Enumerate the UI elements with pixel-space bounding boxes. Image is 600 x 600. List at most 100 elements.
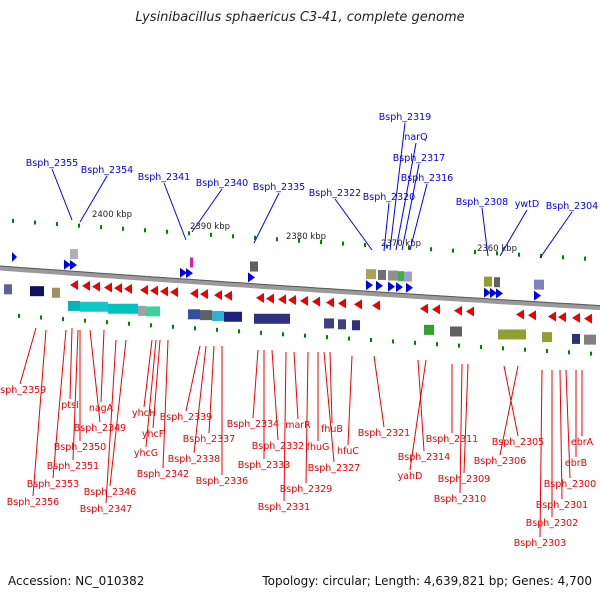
reverse-gene-arrow bbox=[200, 289, 208, 300]
reverse-gene-arrow bbox=[160, 286, 168, 297]
reverse-gene-arrow bbox=[454, 305, 462, 316]
reverse-gene-leader-line bbox=[252, 349, 259, 419]
forward-gene-label: Bsph_2322 bbox=[309, 188, 361, 199]
reverse-gene-label: Bsph_2342 bbox=[137, 469, 189, 480]
reverse-gene-arrow bbox=[224, 290, 232, 301]
reverse-gene-arrow bbox=[278, 294, 286, 305]
tick-mark bbox=[12, 218, 14, 223]
gene-block bbox=[250, 261, 258, 272]
tick-mark bbox=[414, 340, 416, 345]
reverse-gene-arrow bbox=[114, 283, 122, 294]
forward-gene-arrow bbox=[376, 280, 383, 291]
reverse-gene-arrow bbox=[92, 281, 100, 292]
reverse-gene-label: fhuB bbox=[321, 424, 343, 435]
reverse-gene-leader-line bbox=[185, 345, 201, 412]
reverse-gene-arrow bbox=[584, 313, 592, 324]
gene-block bbox=[366, 269, 376, 280]
tick-mark bbox=[56, 222, 58, 227]
reverse-gene-leader-line bbox=[32, 329, 47, 497]
reverse-gene-arrow bbox=[104, 282, 112, 293]
forward-gene-arrow bbox=[388, 281, 395, 292]
tick-mark bbox=[128, 321, 130, 326]
reverse-gene-arrow bbox=[288, 295, 296, 306]
tick-mark bbox=[34, 220, 36, 225]
reverse-gene-label: Bsph_2333 bbox=[238, 460, 290, 471]
tick-mark bbox=[568, 350, 570, 355]
forward-gene-leader-line bbox=[79, 175, 108, 223]
reverse-gene-leader-line bbox=[459, 363, 463, 494]
reverse-gene-label: hfuC bbox=[337, 446, 359, 457]
tick-mark bbox=[474, 249, 476, 254]
forward-gene-leader-line bbox=[389, 122, 406, 251]
reverse-gene-leader-line bbox=[499, 365, 519, 456]
gene-block bbox=[212, 310, 224, 321]
gene-block bbox=[404, 271, 412, 282]
backbone-line bbox=[0, 265, 600, 311]
reverse-gene-label: yhcF bbox=[142, 429, 164, 440]
gene-block bbox=[378, 269, 386, 280]
gene-block bbox=[584, 334, 596, 345]
tick-mark bbox=[260, 330, 262, 335]
reverse-gene-labels: Bsph_2359 ptsI Bsph_2349 nagA Bsph_2350 Bsph_… bbox=[0, 327, 596, 549]
gene-block bbox=[324, 318, 334, 329]
tick-mark bbox=[584, 256, 586, 261]
tick-mark bbox=[524, 347, 526, 352]
reverse-gene-leader-line bbox=[145, 339, 157, 448]
gene-block bbox=[4, 284, 12, 295]
reverse-gene-arrow bbox=[420, 303, 428, 314]
reverse-gene-arrow bbox=[70, 280, 78, 291]
forward-gene-leader-line bbox=[395, 142, 417, 251]
tick-mark bbox=[144, 228, 146, 233]
reverse-gene-leader-line bbox=[193, 345, 207, 454]
gene-block bbox=[338, 319, 346, 330]
map-title: Lysinibacillus sphaericus C3-41, complet… bbox=[135, 10, 465, 25]
reverse-gene-leader-line bbox=[89, 329, 101, 423]
gene-block bbox=[424, 324, 434, 335]
tick-mark bbox=[436, 342, 438, 347]
forward-gene-label: Bsph_2355 bbox=[26, 158, 78, 169]
gene-block bbox=[108, 303, 138, 314]
kbp-scale: 2400 kbp 2390 kbp 2380 kbp 2370 kbp 2360 kbp bbox=[92, 210, 517, 254]
reverse-gene-arrow bbox=[354, 299, 362, 310]
reverse-gene-arrow bbox=[214, 290, 222, 301]
kbp-label: 2360 kbp bbox=[477, 244, 517, 254]
reverse-gene-label: Bsph_2359 bbox=[0, 385, 46, 396]
reverse-gene-leader-line bbox=[19, 327, 37, 385]
reverse-gene-arrow bbox=[326, 297, 334, 308]
forward-gene-arrow bbox=[534, 290, 541, 301]
forward-gene-label: ywtD bbox=[515, 199, 539, 210]
reverse-gene-arrow bbox=[124, 283, 132, 294]
reverse-gene-leader-line bbox=[329, 351, 333, 424]
tick-mark bbox=[392, 339, 394, 344]
reverse-gene-leader-line bbox=[373, 355, 385, 428]
forward-gene-label: Bsph_2354 bbox=[81, 165, 133, 176]
tick-mark bbox=[590, 351, 592, 356]
gene-block bbox=[190, 257, 193, 268]
reverse-gene-label: yhcH bbox=[132, 408, 156, 419]
forward-gene-leader-line bbox=[191, 188, 223, 233]
reverse-gene-label: Bsph_2332 bbox=[252, 441, 304, 452]
reverse-gene-leader-line bbox=[271, 349, 279, 441]
reverse-gene-arrow bbox=[256, 292, 264, 303]
forward-gene-leader-line bbox=[383, 202, 390, 252]
gene-block bbox=[254, 313, 290, 324]
forward-gene-arrow bbox=[248, 272, 255, 283]
gene-block bbox=[388, 270, 398, 281]
reverse-gene-leader-line bbox=[208, 345, 215, 434]
tick-mark bbox=[62, 317, 64, 322]
reverse-gene-arrow bbox=[338, 298, 346, 309]
gene-block bbox=[200, 310, 212, 321]
forward-gene-label: Bsph_2317 bbox=[393, 153, 445, 164]
reverse-gene-label: Bsph_2303 bbox=[514, 538, 566, 549]
tick-mark bbox=[480, 344, 482, 349]
reverse-gene-arrow bbox=[82, 280, 90, 291]
tick-mark bbox=[546, 349, 548, 354]
gene-block bbox=[80, 301, 108, 312]
tick-mark bbox=[100, 225, 102, 230]
feature-tracks bbox=[4, 249, 596, 345]
reverse-gene-label: ebrA bbox=[571, 437, 594, 448]
reverse-gene-leader-line bbox=[109, 339, 127, 487]
tick-mark bbox=[430, 247, 432, 252]
reverse-gene-arrow bbox=[312, 296, 320, 307]
reverse-gene-label: Bsph_2314 bbox=[398, 452, 450, 463]
